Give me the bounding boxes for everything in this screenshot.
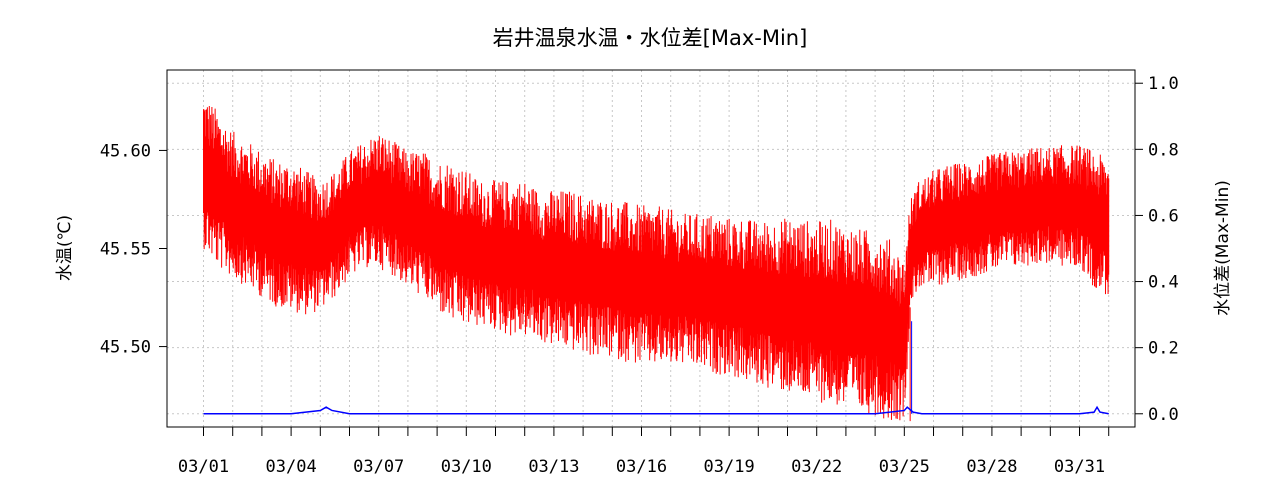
y2-tick-label: 0.0 [1148, 405, 1179, 425]
y2-tick-label: 0.8 [1148, 140, 1179, 160]
y-tick-label: 45.55 [100, 240, 151, 260]
x-tick-label: 03/25 [879, 457, 930, 477]
x-tick-label: 03/07 [353, 457, 404, 477]
axes-layer: 03/01 03/04 03/07 03/10 03/13 03/16 03/19 03/22… [100, 74, 1179, 477]
x-tick-label: 03/19 [704, 457, 755, 477]
x-tick-label: 03/13 [528, 457, 579, 477]
y2-tick-label: 1.0 [1148, 74, 1179, 94]
water-level-diff-series [203, 405, 1109, 415]
series-layer [203, 105, 1110, 422]
x-tick-label: 03/10 [441, 457, 492, 477]
y2-tick-label: 0.2 [1148, 339, 1179, 359]
x-tick-label: 03/31 [1054, 457, 1105, 477]
x-tick-label: 03/28 [966, 457, 1017, 477]
water-temperature-series [203, 105, 1110, 421]
x-tick-label: 03/01 [178, 457, 229, 477]
x-tick-label: 03/04 [266, 457, 317, 477]
x-tick-label: 03/16 [616, 457, 667, 477]
chart-title: 岩井温泉水温・水位差[Max-Min] [493, 26, 808, 50]
y-tick-label: 45.50 [100, 338, 151, 358]
y-axis-label: 水温(℃) [55, 215, 75, 281]
y2-tick-label: 0.4 [1148, 273, 1179, 293]
y2-axis-label: 水位差(Max-Min) [1213, 180, 1233, 316]
y2-tick-label: 0.6 [1148, 206, 1179, 226]
x-tick-label: 03/22 [791, 457, 842, 477]
y-tick-label: 45.60 [100, 141, 151, 161]
